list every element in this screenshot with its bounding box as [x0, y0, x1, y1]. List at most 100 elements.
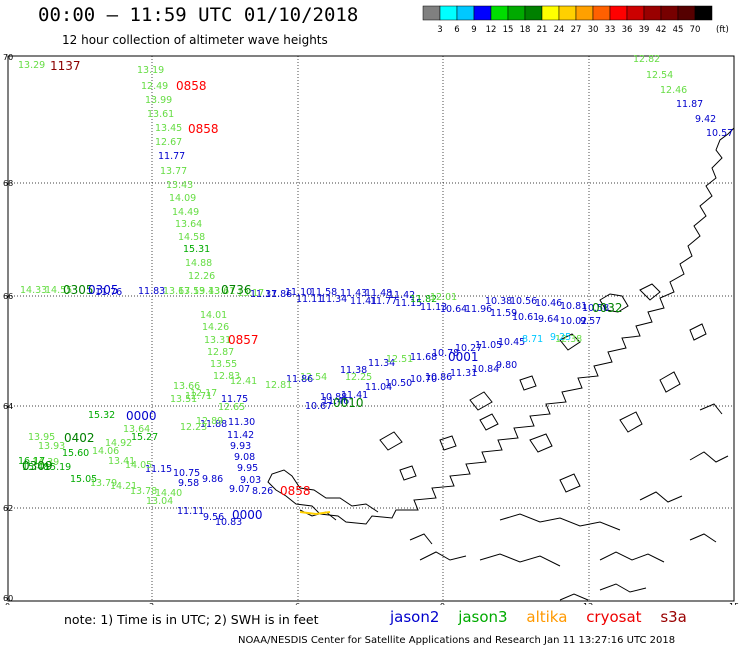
wave-height-label: 13.99 [145, 95, 172, 106]
wave-height-label: 9.86 [202, 474, 223, 485]
wave-height-label: 11.34 [368, 358, 395, 369]
wave-height-label: 12.17 [190, 388, 217, 399]
wave-height-label: 10.84 [472, 364, 499, 375]
wave-height-label: 11.75 [221, 394, 248, 405]
map-title: 00:00 – 11:59 UTC 01/10/2018 [38, 4, 359, 26]
map-frame [7, 55, 735, 602]
wave-height-label: 9.07 [229, 484, 250, 495]
wave-height-label: 11.68 [410, 352, 437, 363]
wave-height-label: 14.39 [32, 457, 59, 468]
wave-height-label: 11.58 [310, 287, 337, 298]
wave-height-label: 13.93 [38, 441, 65, 452]
wave-height-label: 12.01 [430, 292, 457, 303]
wave-height-label: 12.71 [185, 391, 212, 402]
footer-credit: NOAA/NESDIS Center for Satellite Applica… [238, 635, 676, 646]
satellite-legend: jason2 jason3 altika cryosat s3a [390, 608, 701, 626]
grid-lines [8, 56, 734, 601]
wave-height-label: 12.38 [555, 334, 582, 345]
wave-height-label: 11.82 [410, 294, 437, 305]
pass-time-label: 0402 [64, 431, 95, 445]
colorbar-tick: 27 [571, 25, 582, 35]
lat-label: 62 [3, 504, 13, 513]
wave-height-label: 12.26 [188, 271, 215, 282]
wave-height-label: 12.49 [141, 81, 168, 92]
pass-time-label: 0032 [592, 301, 623, 315]
wave-height-label: 15.32 [88, 410, 115, 421]
wave-height-label: 12.54 [646, 70, 673, 81]
wave-height-label: 11.37 [250, 289, 277, 300]
wave-height-label: 11.87 [676, 99, 703, 110]
wave-height-label: 16.17 [18, 456, 45, 467]
wave-height-label: 15.60 [62, 448, 89, 459]
wave-height-label: 11.76 [95, 287, 122, 298]
pass-time-label: 0857 [228, 333, 259, 347]
wave-height-label: 13.78 [130, 486, 157, 497]
wave-height-label: 14.49 [172, 207, 199, 218]
wave-height-label: 11.15 [145, 464, 172, 475]
wave-height-label: 13.61 [208, 286, 235, 297]
wave-height-label: 10.58 [582, 303, 609, 314]
colorbar-swatch [694, 5, 713, 21]
legend-jason3: jason3 [458, 608, 508, 626]
wave-height-label: 12.51 [386, 354, 413, 365]
pass-time-label: 0305 [63, 283, 94, 297]
wave-height-label: 10.70 [410, 374, 437, 385]
wave-height-label: 14.33 [20, 285, 47, 296]
colorbar-tick: 9 [471, 25, 476, 35]
colorbar-tick: 12 [486, 25, 497, 35]
lon-label: 9 [440, 602, 445, 605]
wave-height-label: 9.58 [178, 478, 199, 489]
wave-height-label: 13.66 [173, 381, 200, 392]
wave-height-label: 13.79 [90, 478, 117, 489]
wave-height-label: 13.61 [147, 109, 174, 120]
wave-height-label: 11.59 [490, 308, 517, 319]
wave-height-label: 12.87 [207, 347, 234, 358]
colorbar-tick: 24 [554, 25, 565, 35]
pass-time-label: 0736 [221, 283, 252, 297]
wave-height-label: 9.80 [496, 360, 517, 371]
wave-height-label: 8.26 [252, 486, 273, 497]
wave-height-label: 13.29 [18, 60, 45, 71]
wave-height-label: 13.59 [178, 286, 205, 297]
pass-time-label: 1137 [50, 59, 81, 73]
wave-height-label: 11.46 [322, 396, 349, 407]
colorbar-tick: 42 [656, 25, 667, 35]
wave-height-label: 9.57 [580, 316, 601, 327]
wave-height-label: 10.78 [432, 348, 459, 359]
wave-height-label: 11.11 [177, 506, 204, 517]
wave-height-label: 12.41 [230, 376, 257, 387]
wave-height-label: 11.77 [370, 296, 397, 307]
wave-height-label: 10.75 [173, 468, 200, 479]
lat-label: 64 [3, 402, 13, 411]
wave-height-label: 15.48 [22, 462, 49, 473]
coastline-norway [267, 127, 735, 601]
pass-time-label: 0858 [280, 484, 311, 498]
wave-height-label: 9.64 [538, 314, 559, 325]
pass-time-label: 0000 [126, 409, 157, 423]
colorbar-tick: 15 [503, 25, 514, 35]
wave-height-label: 11.10 [285, 287, 312, 298]
lon-label: 6 [295, 602, 300, 605]
wave-height-label: 11.83 [138, 286, 165, 297]
wave-height-label: 15.31 [183, 244, 210, 255]
wave-height-label: 10.45 [498, 337, 525, 348]
wave-height-label: 13.41 [108, 456, 135, 467]
wave-height-label: 15.19 [44, 462, 71, 473]
wave-height-label: 10.38 [485, 296, 512, 307]
wave-height-label: 10.81 [560, 301, 587, 312]
pass-time-label: 0858 [176, 79, 207, 93]
wave-height-label: 11.86 [286, 374, 313, 385]
colorbar-tick: 21 [537, 25, 548, 35]
wave-height-label: 11.34 [320, 294, 347, 305]
wave-height-label: 11.42 [227, 430, 254, 441]
colorbar-unit: (ft) [716, 25, 729, 35]
footer-note: note: 1) Time is in UTC; 2) SWH is in fe… [64, 612, 319, 627]
wave-height-label: 14.21 [110, 481, 137, 492]
map-subtitle: 12 hour collection of altimeter wave hei… [62, 33, 328, 47]
wave-height-label: 11.38 [340, 365, 367, 376]
lon-label: 0 [5, 602, 10, 605]
wave-height-label: 10.56 [510, 296, 537, 307]
legend-jason2: jason2 [390, 608, 440, 626]
pass-time-label: 0010 [333, 396, 364, 410]
lat-label: 60 [3, 594, 13, 603]
